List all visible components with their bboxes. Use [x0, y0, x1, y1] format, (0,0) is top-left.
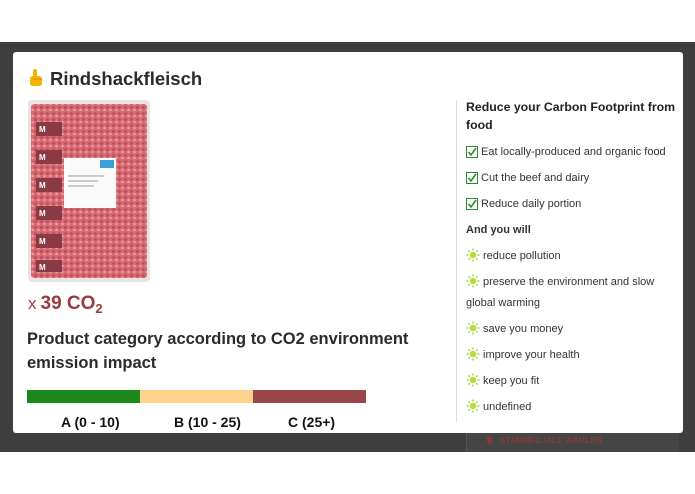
- pin-icon: [486, 436, 493, 445]
- sun-icon: [466, 347, 480, 361]
- svg-text:M: M: [39, 181, 46, 190]
- tips-panel: Reduce your Carbon Footprint from food E…: [466, 98, 678, 423]
- action-item-text: Cut the beef and dairy: [481, 172, 590, 184]
- tips-heading: Reduce your Carbon Footprint from food: [466, 100, 676, 132]
- emission: x 39 CO2: [28, 293, 103, 316]
- result-item-text: undefined: [483, 401, 532, 413]
- checkbox-icon: [466, 172, 478, 184]
- result-item: preserve the environment and slow global…: [466, 272, 678, 314]
- scale-bar-c: [253, 390, 366, 403]
- background-button: [466, 433, 679, 452]
- action-item: Eat locally-produced and organic food: [466, 142, 678, 163]
- action-item-text: Eat locally-produced and organic food: [481, 146, 666, 158]
- action-item: Reduce daily portion: [466, 194, 678, 215]
- result-item: save you money: [466, 319, 678, 340]
- scale-label: C (25+): [288, 414, 336, 430]
- svg-text:M: M: [39, 209, 46, 218]
- result-item: reduce pollution: [466, 246, 678, 267]
- result-item: undefined: [466, 397, 678, 418]
- scale-label: A (0 - 10): [61, 414, 120, 430]
- product-title: Rindshackfleisch: [50, 68, 203, 89]
- scale-bar-a: [27, 390, 140, 403]
- action-item: Cut the beef and dairy: [466, 168, 678, 189]
- sun-icon: [466, 399, 480, 413]
- result-item-text: reduce pollution: [483, 250, 561, 262]
- emission-value: 39: [40, 293, 62, 314]
- emission-prefix: x: [28, 294, 37, 313]
- sun-icon: [466, 321, 480, 335]
- results-heading: And you will: [466, 224, 531, 236]
- svg-text:M: M: [39, 153, 46, 162]
- scale-bar-b: [140, 390, 253, 403]
- result-item-text: improve your health: [483, 349, 580, 361]
- checkbox-icon: [466, 198, 478, 210]
- result-item-text: keep you fit: [483, 375, 540, 387]
- result-item: keep you fit: [466, 371, 678, 392]
- svg-text:M: M: [39, 125, 46, 134]
- product-image: M M M M M M: [28, 100, 150, 282]
- svg-text:M: M: [39, 237, 46, 246]
- background-button-label: STAMMFILIALE WÄHLEN: [500, 436, 602, 445]
- category-heading: Product category according to CO2 enviro…: [27, 330, 409, 372]
- pointing-icon: [30, 69, 42, 86]
- result-item: improve your health: [466, 345, 678, 366]
- action-item-text: Reduce daily portion: [481, 198, 582, 210]
- sun-icon: [466, 248, 480, 262]
- emission-unit: CO: [66, 293, 96, 314]
- result-item-text: save you money: [483, 323, 564, 335]
- sun-icon: [466, 274, 480, 288]
- modal: Rindshackfleisch M M M M M M x 39 CO2 Product…: [13, 52, 683, 433]
- svg-text:M: M: [39, 263, 46, 272]
- checkbox-icon: [466, 146, 478, 158]
- result-item-text: preserve the environment and slow global…: [466, 276, 655, 309]
- emission-subscript: 2: [95, 301, 103, 316]
- scale-label: B (10 - 25): [174, 414, 241, 430]
- sun-icon: [466, 373, 480, 387]
- divider: [456, 100, 457, 422]
